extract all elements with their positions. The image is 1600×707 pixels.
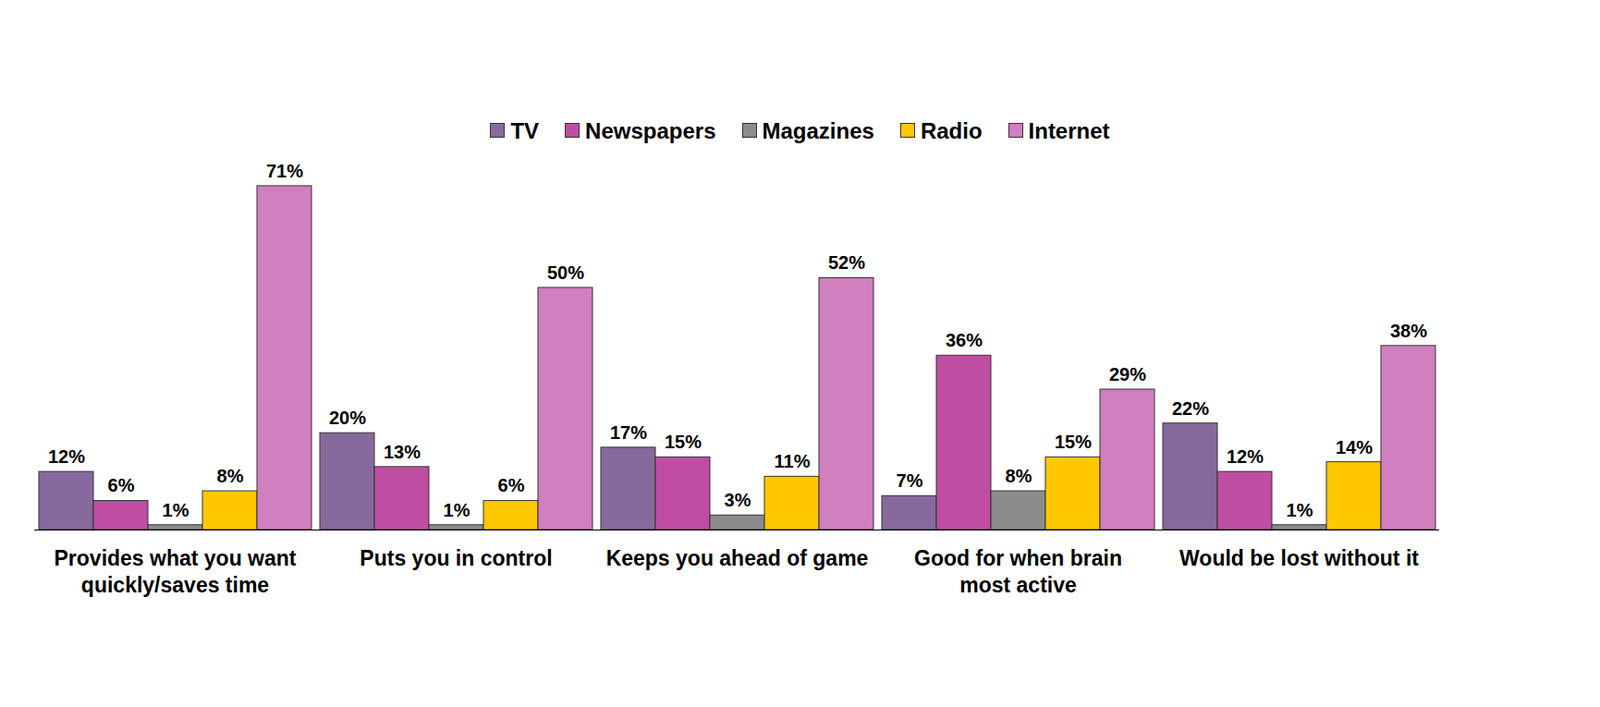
svg-text:17%: 17%: [610, 422, 648, 443]
html-text:Magazines: Magazines: [762, 118, 875, 144]
svg-text:6%: 6%: [498, 475, 526, 496]
svg-text:1%: 1%: [443, 500, 471, 521]
svg-text:13%: 13%: [383, 441, 421, 463]
svg-text:3%: 3%: [724, 489, 752, 511]
html-text:Newspapers: Newspapers: [585, 118, 716, 144]
svg-text:12%: 12%: [48, 446, 86, 467]
svg-text:36%: 36%: [945, 329, 983, 351]
svg-text:Good for when brainmost active: Good for when brainmost active: [914, 546, 1123, 598]
svg-text:1%: 1%: [1286, 500, 1314, 521]
svg-text:22%: 22%: [1172, 398, 1210, 419]
html-text:TV: TV: [510, 118, 539, 144]
html-text:Radio: Radio: [920, 118, 983, 144]
svg-text:Puts you in control: Puts you in control: [359, 546, 552, 571]
svg-text:20%: 20%: [329, 407, 367, 428]
svg-text:50%: 50%: [547, 262, 585, 283]
svg-text:Keeps you ahead of game: Keeps you ahead of game: [606, 546, 869, 571]
svg-text:8%: 8%: [217, 465, 245, 487]
svg-text:Provides what you wantquickly/: Provides what you wantquickly/saves time: [54, 546, 297, 598]
svg-text:6%: 6%: [108, 475, 135, 496]
svg-text:Would be lost without it: Would be lost without it: [1179, 546, 1419, 571]
svg-text:14%: 14%: [1335, 437, 1373, 458]
svg-text:7%: 7%: [896, 470, 924, 491]
svg-text:29%: 29%: [1109, 364, 1147, 385]
svg-text:38%: 38%: [1390, 320, 1428, 342]
svg-text:52%: 52%: [828, 252, 866, 273]
svg-text:1%: 1%: [162, 500, 190, 521]
html-text:Internet: Internet: [1028, 118, 1110, 144]
svg-text:71%: 71%: [266, 160, 304, 182]
svg-text:15%: 15%: [664, 431, 702, 452]
svg-text:8%: 8%: [1005, 465, 1033, 487]
svg-text:12%: 12%: [1226, 446, 1264, 467]
svg-text:11%: 11%: [774, 451, 811, 472]
svg-text:15%: 15%: [1054, 431, 1092, 452]
